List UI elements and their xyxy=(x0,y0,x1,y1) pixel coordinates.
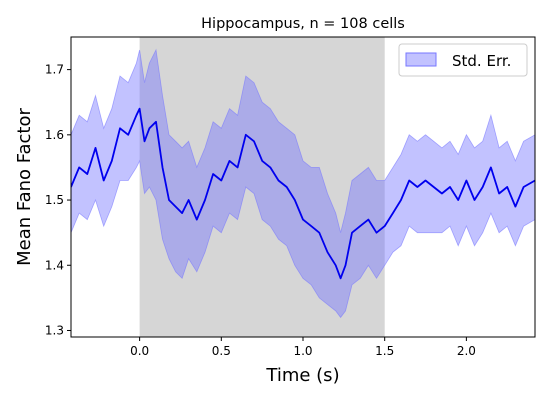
mean-fano-factor-line xyxy=(71,107,535,280)
legend-swatch-std-err xyxy=(405,52,437,67)
y-tick-label: 1.4 xyxy=(45,258,64,272)
legend-label-std-err: Std. Err. xyxy=(452,52,511,70)
y-tick-label: 1.7 xyxy=(45,63,64,77)
x-tick-label: 0.0 xyxy=(130,344,149,358)
y-tick-label: 1.3 xyxy=(45,323,64,337)
std-err-band xyxy=(71,48,535,319)
plot-area: 0.0 0.5 1.0 1.5 2.0 1.3 1.4 1.5 1.6 1.7 xyxy=(45,36,536,358)
legend: Std. Err. xyxy=(398,43,528,77)
stimulus-shaded-interval xyxy=(139,37,385,337)
x-tick-label: 2.0 xyxy=(457,344,476,358)
x-tick-label: 1.0 xyxy=(293,344,312,358)
y-tick-label: 1.5 xyxy=(45,193,64,207)
x-tick-label: 0.5 xyxy=(212,344,231,358)
y-axis-title: Mean Fano Factor xyxy=(14,108,35,266)
chart-title: Hippocampus, n = 108 cells xyxy=(201,16,405,32)
x-axis-title: Time (s) xyxy=(265,365,339,386)
y-tick-label: 1.6 xyxy=(45,128,64,142)
x-tick-label: 1.5 xyxy=(375,344,394,358)
plot-clip-group xyxy=(71,37,535,337)
legend-frame xyxy=(398,43,528,77)
